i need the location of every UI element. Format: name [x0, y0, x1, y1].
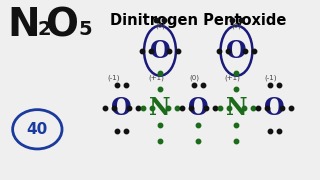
Text: N: N	[7, 6, 40, 44]
Text: O: O	[111, 96, 132, 120]
Text: O: O	[226, 39, 247, 63]
Text: (+1): (+1)	[148, 74, 164, 81]
Text: (0): (0)	[155, 22, 165, 29]
Text: N: N	[149, 96, 171, 120]
Text: 5: 5	[79, 20, 92, 39]
Text: (+1): (+1)	[225, 74, 241, 81]
Text: O: O	[150, 39, 170, 63]
Text: O: O	[45, 6, 78, 44]
Text: (0): (0)	[231, 22, 242, 29]
Text: (-1): (-1)	[108, 74, 120, 81]
Text: 40: 40	[27, 122, 48, 137]
Text: 2: 2	[37, 20, 51, 39]
Text: N: N	[226, 96, 247, 120]
Text: Dinitrogen Pentoxide: Dinitrogen Pentoxide	[110, 13, 286, 28]
Text: O: O	[264, 96, 285, 120]
Text: O: O	[188, 96, 209, 120]
Text: (-1): (-1)	[265, 74, 277, 81]
Text: (0): (0)	[189, 74, 199, 81]
